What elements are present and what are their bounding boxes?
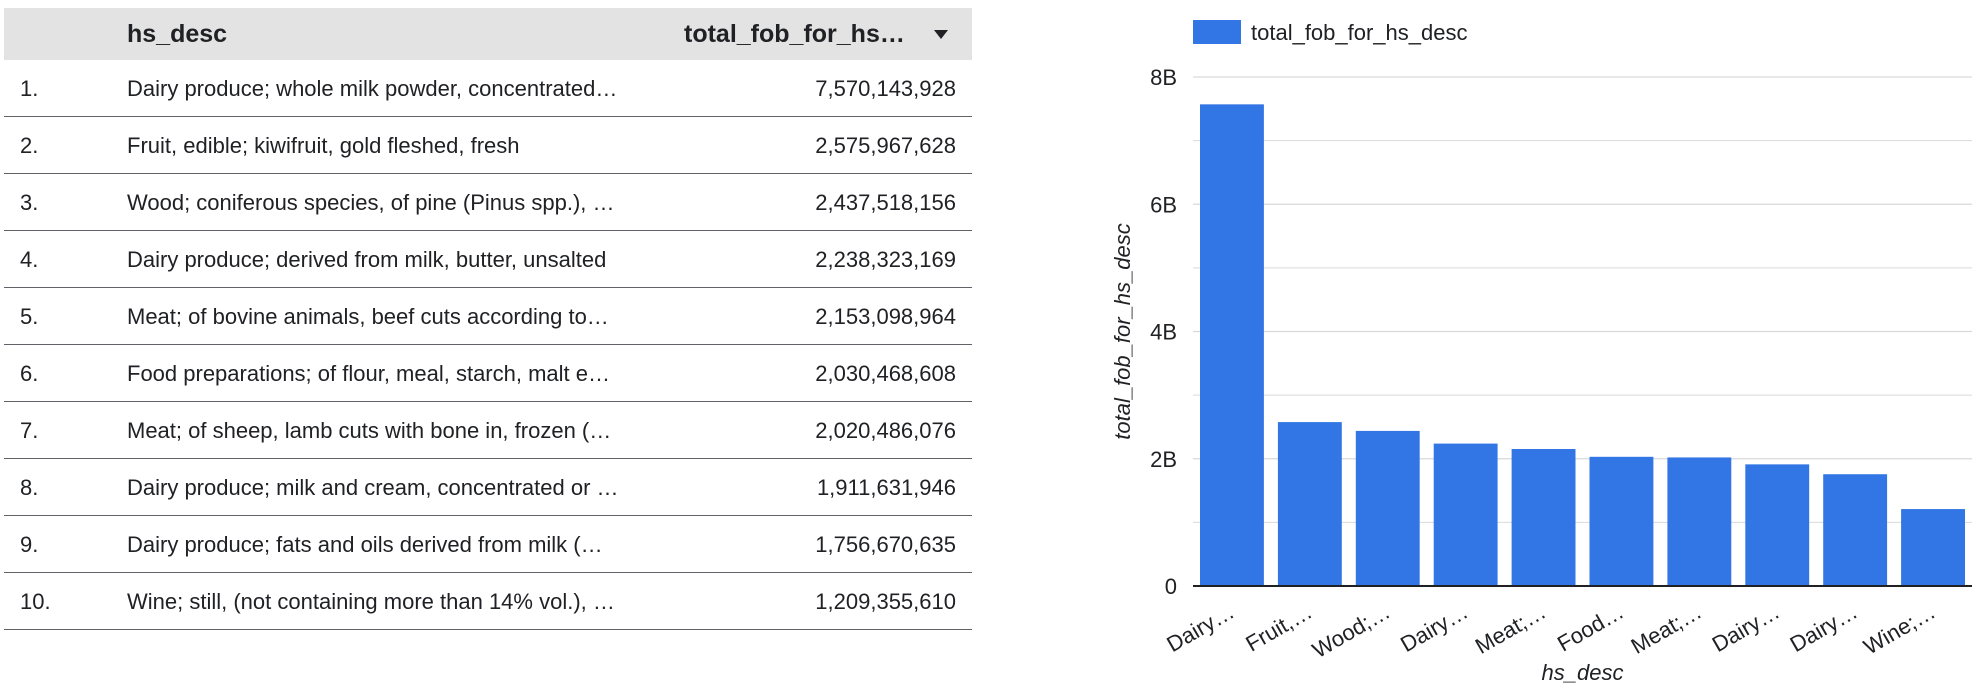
bar[interactable] — [1667, 457, 1732, 586]
row-hs-desc: Fruit, edible; kiwifruit, gold fleshed, … — [127, 133, 520, 158]
row-index: 8. — [20, 475, 39, 500]
y-tick-label: 0 — [1165, 574, 1177, 599]
row-total-fob: 2,437,518,156 — [815, 190, 956, 215]
x-tick-label: Dairy… — [1396, 599, 1472, 657]
row-total-fob: 2,020,486,076 — [815, 418, 956, 443]
row-index: 10. — [20, 589, 51, 614]
table-header: hs_desc total_fob_for_hs… — [4, 8, 972, 60]
row-index: 9. — [20, 532, 39, 557]
row-hs-desc: Dairy produce; whole milk powder, concen… — [127, 76, 618, 101]
row-index: 4. — [20, 247, 39, 272]
legend-label: total_fob_for_hs_desc — [1251, 20, 1468, 45]
row-hs-desc: Dairy produce; fats and oils derived fro… — [127, 532, 603, 557]
bar[interactable] — [1355, 430, 1420, 586]
bar[interactable] — [1511, 449, 1576, 586]
x-axis-title: hs_desc — [1542, 660, 1624, 685]
row-total-fob: 1,756,670,635 — [815, 532, 956, 557]
table-row[interactable]: 9. Dairy produce; fats and oils derived f… — [4, 516, 972, 573]
table-row[interactable]: 6. Food preparations; of flour, meal, sta… — [4, 345, 972, 402]
y-tick-label: 8B — [1150, 65, 1177, 90]
column-header-hs-desc[interactable]: hs_desc — [127, 20, 228, 48]
column-header-total-fob[interactable]: total_fob_for_hs… — [684, 20, 905, 48]
data-table: hs_desc total_fob_for_hs… 1. Dairy produc… — [4, 8, 972, 630]
row-hs-desc: Dairy produce; derived from milk, butter… — [127, 247, 607, 272]
table-row[interactable]: 2. Fruit, edible; kiwifruit, gold fleshed… — [4, 117, 972, 174]
row-hs-desc: Meat; of sheep, lamb cuts with bone in, … — [127, 418, 612, 443]
sort-descending-icon[interactable] — [934, 30, 948, 39]
row-hs-desc: Dairy produce; milk and cream, concentra… — [127, 475, 619, 500]
x-tick-label: Meat;… — [1627, 599, 1706, 659]
x-tick-label: Meat;… — [1471, 599, 1550, 659]
bar[interactable] — [1901, 509, 1965, 586]
row-index: 3. — [20, 190, 39, 215]
row-total-fob: 1,209,355,610 — [815, 589, 956, 614]
bar[interactable] — [1200, 104, 1264, 586]
bar[interactable] — [1823, 474, 1888, 586]
x-tick-label: Wine;… — [1859, 599, 1939, 660]
row-hs-desc: Food preparations; of flour, meal, starc… — [127, 361, 611, 386]
row-hs-desc: Meat; of bovine animals, beef cuts accor… — [127, 304, 609, 329]
row-total-fob: 2,575,967,628 — [815, 133, 956, 158]
x-tick-label: Dairy… — [1786, 599, 1862, 657]
row-total-fob: 2,238,323,169 — [815, 247, 956, 272]
table-body: 1. Dairy produce; whole milk powder, conc… — [4, 60, 972, 630]
row-hs-desc: Wine; still, (not containing more than 1… — [127, 589, 615, 614]
table-row[interactable]: 10. Wine; still, (not containing more tha… — [4, 573, 972, 630]
table-row[interactable]: 7. Meat; of sheep, lamb cuts with bone in… — [4, 402, 972, 459]
row-hs-desc: Wood; coniferous species, of pine (Pinus… — [127, 190, 615, 215]
bar[interactable] — [1745, 464, 1810, 586]
bar[interactable] — [1589, 456, 1654, 586]
y-tick-label: 2B — [1150, 447, 1177, 472]
row-total-fob: 2,030,468,608 — [815, 361, 956, 386]
y-tick-label: 6B — [1150, 192, 1177, 217]
y-tick-label: 4B — [1150, 320, 1177, 345]
row-total-fob: 7,570,143,928 — [815, 76, 956, 101]
legend-swatch — [1193, 20, 1241, 44]
x-tick-label: Dairy… — [1162, 599, 1238, 657]
row-index: 2. — [20, 133, 39, 158]
table-row[interactable]: 3. Wood; coniferous species, of pine (Pin… — [4, 174, 972, 231]
row-index: 5. — [20, 304, 39, 329]
x-tick-label: Wood;… — [1308, 599, 1394, 663]
table-row[interactable]: 8. Dairy produce; milk and cream, concent… — [4, 459, 972, 516]
x-tick-label: Dairy… — [1708, 599, 1784, 657]
x-tick-label: Fruit,… — [1241, 599, 1316, 657]
table-row[interactable]: 5. Meat; of bovine animals, beef cuts acc… — [4, 288, 972, 345]
bar[interactable] — [1433, 443, 1498, 586]
row-total-fob: 2,153,098,964 — [815, 304, 956, 329]
row-total-fob: 1,911,631,946 — [816, 475, 956, 500]
row-index: 6. — [20, 361, 39, 386]
x-tick-label: Food… — [1553, 599, 1628, 657]
bar[interactable] — [1277, 422, 1342, 586]
y-axis-title: total_fob_for_hs_desc — [1110, 223, 1135, 440]
row-index: 1. — [20, 76, 39, 101]
table-row[interactable]: 4. Dairy produce; derived from milk, butt… — [4, 231, 972, 288]
table-row[interactable]: 1. Dairy produce; whole milk powder, conc… — [4, 60, 972, 117]
row-index: 7. — [20, 418, 39, 443]
